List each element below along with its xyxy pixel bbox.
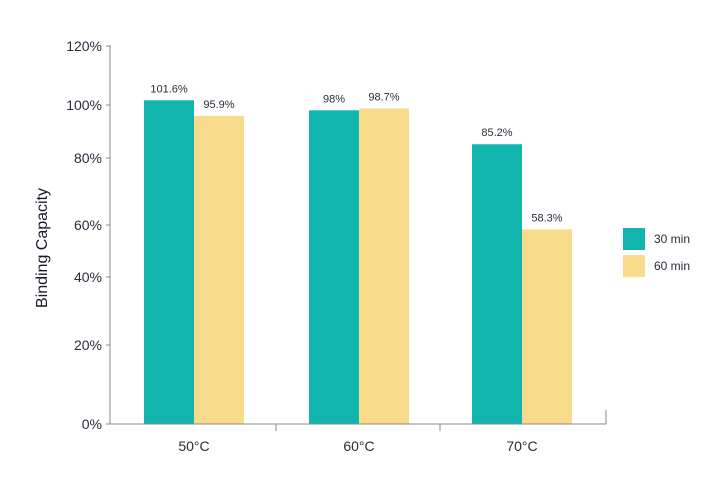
legend-swatch xyxy=(623,228,645,250)
y-tick-label: 20% xyxy=(74,337,102,353)
y-tick-label: 120% xyxy=(66,38,102,54)
x-tick-label: 70°C xyxy=(506,438,537,454)
y-tick-label: 0% xyxy=(82,416,102,432)
bar-value-label: 58.3% xyxy=(531,212,562,224)
bars xyxy=(144,100,572,425)
x-tick-label: 60°C xyxy=(343,438,374,454)
bar xyxy=(359,108,409,424)
legend-label: 30 min xyxy=(654,232,690,246)
bar xyxy=(472,144,522,424)
bar xyxy=(144,100,194,424)
bar-value-label: 98.7% xyxy=(368,91,399,103)
legend-label: 60 min xyxy=(654,259,690,273)
data-labels: 101.6% 95.9% 98% 98.7% 85.2% 58.3% xyxy=(150,83,562,224)
x-tick-label: 50°C xyxy=(178,438,209,454)
y-axis-ticks: 0% 20% 40% 60% 80% 100% 120% xyxy=(66,38,110,432)
y-tick-label: 100% xyxy=(66,97,102,113)
bar xyxy=(522,229,572,424)
y-tick-label: 80% xyxy=(74,150,102,166)
bar-value-label: 98% xyxy=(323,93,345,105)
y-tick-label: 40% xyxy=(74,269,102,285)
bar-value-label: 95.9% xyxy=(203,99,234,111)
y-tick-label: 60% xyxy=(74,217,102,233)
legend: 30 min 60 min xyxy=(623,228,690,277)
bar xyxy=(194,115,244,425)
legend-swatch xyxy=(623,255,645,277)
bar-value-label: 85.2% xyxy=(481,127,512,139)
y-axis-title: Binding Capacity xyxy=(34,188,51,308)
bar xyxy=(309,110,359,425)
x-axis-ticks: 50°C 60°C 70°C xyxy=(178,438,537,454)
bar-value-label: 101.6% xyxy=(150,83,188,95)
axes xyxy=(109,45,607,431)
